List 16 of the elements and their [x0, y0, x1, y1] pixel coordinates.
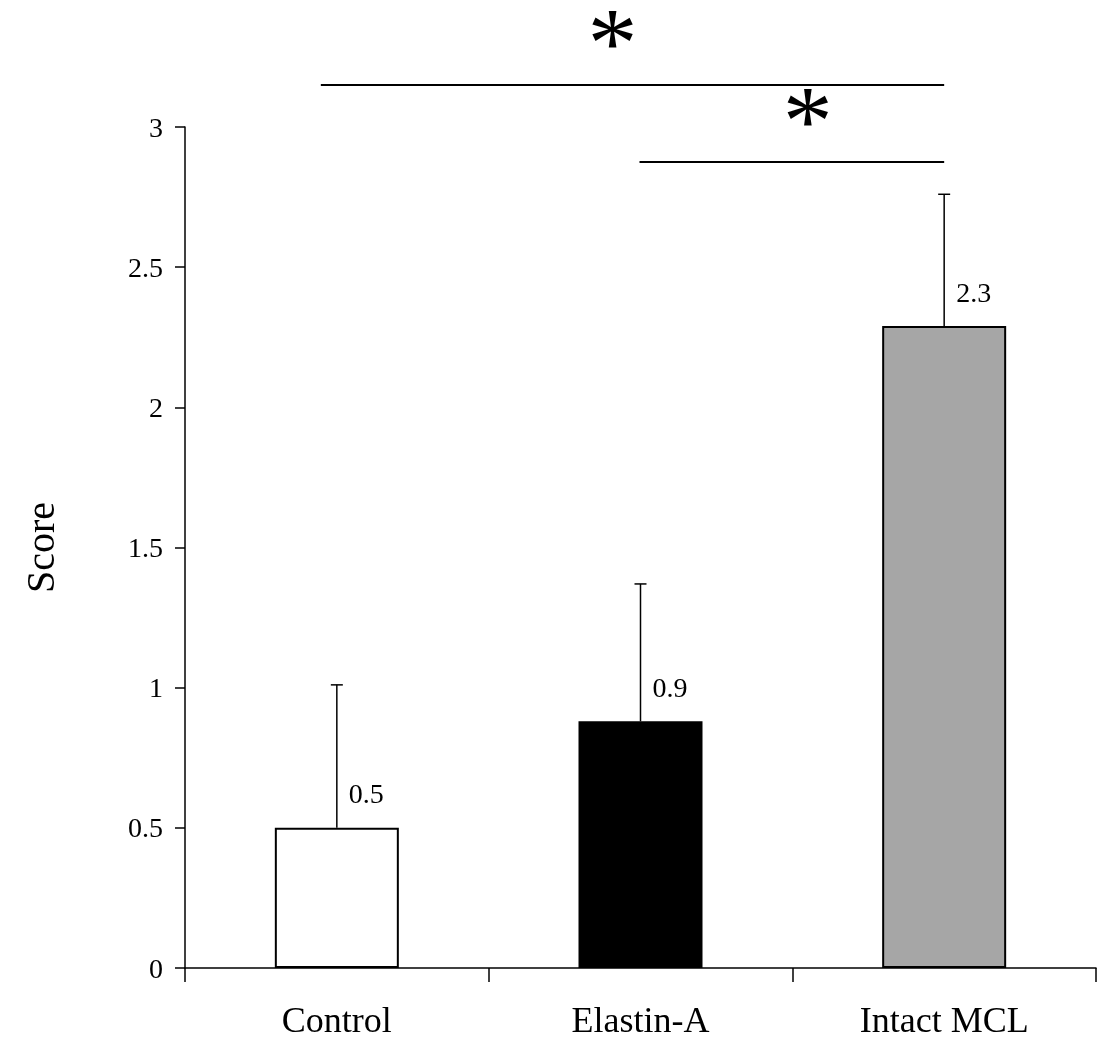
y-tick-label: 3 — [149, 111, 163, 143]
y-tick-label: 2 — [149, 391, 163, 423]
text: * — [587, 0, 638, 99]
y-tick-label: 0 — [149, 952, 163, 984]
y-axis-title: Score — [17, 501, 63, 594]
data-label: 0.9 — [652, 671, 688, 703]
annotation: * — [782, 64, 833, 176]
data-label: 0.5 — [348, 778, 384, 810]
x-tick-label: Intact MCL — [859, 1000, 1029, 1040]
y-tick-label: 1.5 — [128, 532, 163, 563]
y-tick-label: 2.5 — [128, 251, 163, 283]
x-tick-label: Control — [281, 1000, 392, 1040]
y-tick-label: 0.5 — [128, 812, 163, 844]
x-tick-label: Elastin-A — [571, 1000, 710, 1040]
y-tick-label: 1 — [149, 672, 163, 704]
data-label: 2.3 — [956, 276, 992, 308]
